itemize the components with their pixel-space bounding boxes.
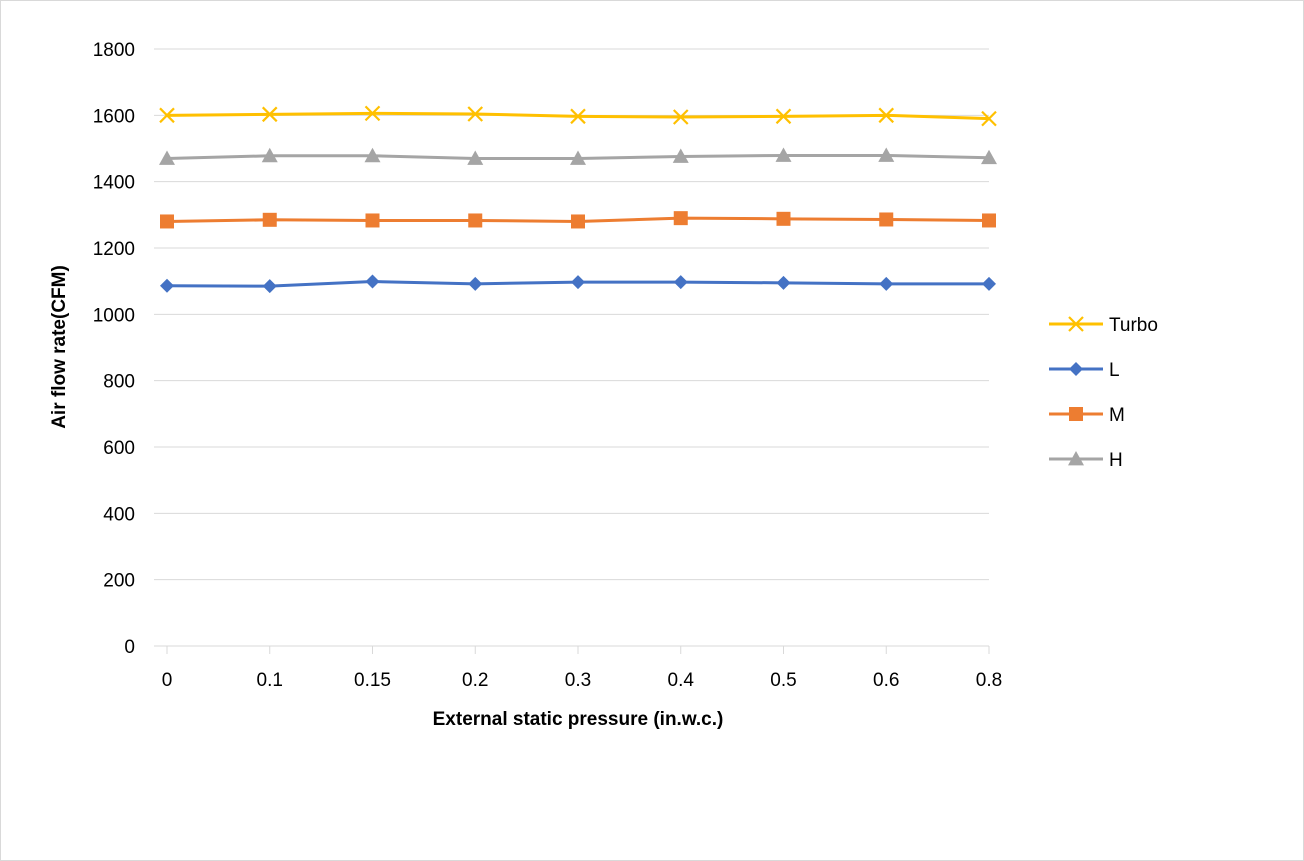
y-tick-label: 1600 xyxy=(93,106,135,127)
y-tick-label: 200 xyxy=(103,571,135,592)
marker-h xyxy=(878,147,895,162)
marker-m xyxy=(468,213,483,228)
marker-turbo-stroke xyxy=(261,106,278,123)
marker-l xyxy=(365,274,380,289)
x-tick-label: 0.2 xyxy=(462,670,488,691)
marker-turbo-stroke xyxy=(570,108,586,125)
marker-h xyxy=(364,147,381,163)
marker-m xyxy=(879,212,894,227)
marker-m xyxy=(262,212,277,227)
legend-item-turbo: Turbo xyxy=(1049,315,1158,336)
legend-item-m: M xyxy=(1049,405,1125,426)
legend: Turbo L M H xyxy=(1049,315,1158,471)
marker-l xyxy=(468,276,483,291)
legend-item-l: L xyxy=(1049,360,1120,381)
y-axis-title: Air flow rate(CFM) xyxy=(49,265,70,429)
marker-turbo xyxy=(467,106,484,122)
legend-label: H xyxy=(1109,450,1123,471)
x-tick-label: 0.3 xyxy=(565,670,591,691)
marker-h xyxy=(467,150,484,165)
gridlines xyxy=(154,48,989,581)
x-tick-label: 0 xyxy=(162,670,173,691)
marker-m xyxy=(365,213,380,228)
y-tick-label: 1400 xyxy=(93,173,135,194)
marker-turbo-stroke xyxy=(364,105,381,122)
marker-m xyxy=(776,211,791,226)
series-markers xyxy=(159,105,997,294)
marker-turbo-stroke xyxy=(159,107,175,124)
y-tick-label: 400 xyxy=(103,504,135,525)
legend-marker xyxy=(1068,316,1084,332)
x-tick-label: 0.4 xyxy=(668,670,695,691)
marker-m xyxy=(571,214,585,229)
marker-m xyxy=(673,211,688,226)
marker-turbo xyxy=(775,108,792,125)
marker-turbo-stroke xyxy=(775,108,792,125)
marker-turbo-stroke xyxy=(467,106,484,122)
x-tick-label: 0.6 xyxy=(873,670,899,691)
marker-h xyxy=(981,149,997,165)
marker-l xyxy=(982,276,996,291)
marker-h xyxy=(672,148,689,163)
y-tick-label: 600 xyxy=(103,438,135,459)
marker-l xyxy=(776,275,791,290)
marker-turbo-stroke xyxy=(672,109,689,125)
marker-turbo xyxy=(981,110,997,127)
legend-label: M xyxy=(1109,405,1125,426)
y-tick-label: 0 xyxy=(124,637,135,658)
marker-l xyxy=(879,276,894,291)
x-tick-label: 0.8 xyxy=(976,670,1002,691)
marker-l xyxy=(571,275,585,290)
marker-l xyxy=(673,275,688,290)
y-axis-ticks: 0 200 400 600 800 1000 1200 1400 1600 1800 xyxy=(93,40,135,658)
y-tick-label: 800 xyxy=(103,372,135,393)
x-tick-label: 0.5 xyxy=(770,670,796,691)
marker-h xyxy=(159,150,175,165)
marker-turbo xyxy=(159,107,175,124)
legend-marker xyxy=(1069,362,1083,376)
marker-h xyxy=(570,150,586,165)
marker-m xyxy=(982,213,996,228)
marker-l xyxy=(262,279,277,294)
marker-turbo xyxy=(672,109,689,125)
legend-marker-stroke xyxy=(1068,316,1084,332)
legend-item-h: H xyxy=(1049,450,1123,471)
marker-turbo-stroke xyxy=(878,107,895,124)
x-tick-label: 0.1 xyxy=(257,670,283,691)
marker-h xyxy=(261,147,278,163)
y-tick-label: 1800 xyxy=(93,40,135,61)
legend-label: Turbo xyxy=(1109,315,1158,336)
y-tick-label: 1000 xyxy=(93,305,135,326)
series-lines xyxy=(166,111,990,288)
marker-turbo xyxy=(878,107,895,124)
x-tick-label: 0.15 xyxy=(354,670,391,691)
legend-label: L xyxy=(1109,360,1120,381)
y-tick-label: 1200 xyxy=(93,239,135,260)
marker-turbo xyxy=(570,108,586,125)
legend-marker xyxy=(1069,407,1083,421)
marker-turbo-stroke xyxy=(981,110,997,127)
marker-turbo xyxy=(261,106,278,123)
legend-marker xyxy=(1068,451,1084,466)
x-axis-ticks: 0 0.1 0.15 0.2 0.3 0.4 0.5 0.6 0.8 xyxy=(162,646,1002,691)
x-axis-title: External static pressure (in.w.c.) xyxy=(433,709,724,730)
marker-h xyxy=(775,147,792,162)
marker-l xyxy=(160,278,174,293)
marker-turbo xyxy=(364,105,381,122)
marker-m xyxy=(160,214,174,229)
